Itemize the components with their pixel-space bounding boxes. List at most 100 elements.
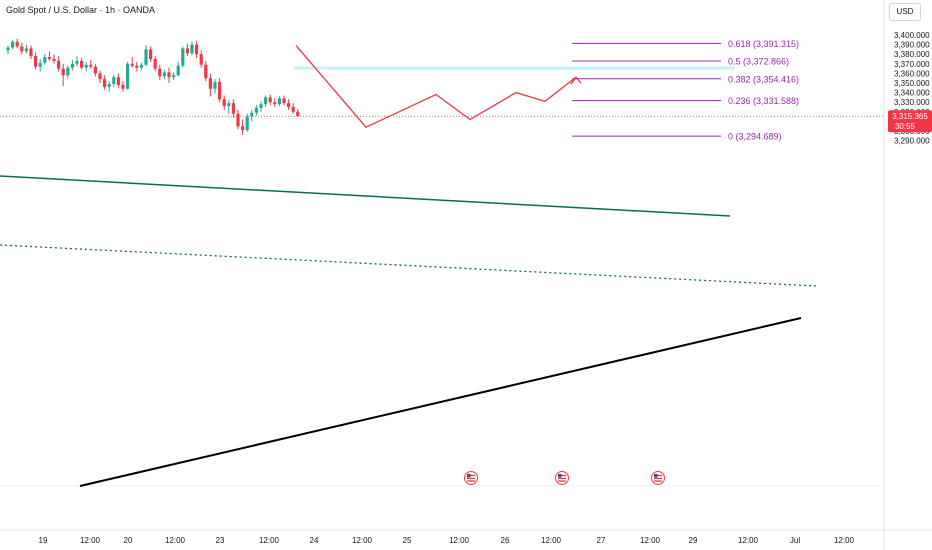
candle-body: [162, 72, 166, 77]
candle-body: [190, 44, 194, 54]
candle: [254, 105, 258, 116]
us-flag-icon[interactable]: [651, 471, 665, 485]
candle: [231, 99, 235, 118]
candle: [34, 52, 38, 70]
flag-canton: [654, 474, 658, 478]
candle-body: [287, 103, 291, 107]
time-tick-label: 29: [689, 536, 698, 545]
price-tick-label: 3,330.000: [894, 98, 930, 107]
candle: [98, 70, 102, 83]
dotted-trendline[interactable]: [0, 244, 817, 287]
candle: [282, 95, 286, 106]
candle: [135, 61, 139, 72]
price-tick-label: 3,390.000: [894, 41, 930, 50]
time-tick-label: 12:00: [80, 536, 101, 545]
candle: [93, 63, 97, 77]
time-tick-label: 25: [403, 536, 412, 545]
candle: [57, 56, 61, 72]
current-price-tag: [888, 110, 932, 133]
candle-body: [34, 56, 38, 67]
candle: [139, 62, 143, 71]
candle-body: [20, 46, 24, 52]
candle: [259, 101, 263, 112]
candle-body: [70, 63, 74, 68]
candle: [6, 45, 10, 55]
lower-trendline[interactable]: [79, 317, 802, 487]
candle: [153, 56, 157, 72]
candle: [213, 79, 217, 94]
fib-label-2: 0.382 (3,354.416): [728, 74, 799, 84]
candle: [103, 75, 107, 90]
candle-body: [116, 77, 120, 85]
candle: [264, 95, 268, 107]
candle: [130, 57, 134, 68]
time-tick-label: 12:00: [541, 536, 562, 545]
candle: [291, 103, 295, 114]
time-axis[interactable]: 19 12:00 20 12:00 23 12:00 24 12:00 25 12:00 26 12:…: [39, 536, 855, 545]
candle-body: [75, 60, 79, 64]
candle: [241, 119, 245, 135]
candle-body: [38, 62, 42, 67]
candle-body: [153, 59, 157, 69]
candle-body: [208, 78, 212, 89]
candle: [126, 61, 130, 90]
candle: [121, 81, 125, 92]
price-tick-label: 3,360.000: [894, 69, 930, 78]
candle: [29, 45, 33, 59]
candle: [70, 59, 74, 71]
candle-body: [268, 97, 272, 103]
candle: [43, 54, 47, 65]
candle: [149, 46, 153, 62]
candle-body: [139, 64, 143, 68]
candle-body: [149, 49, 153, 59]
candle-body: [130, 63, 134, 66]
candle-body: [181, 48, 185, 66]
candle: [273, 98, 277, 107]
candle-body: [172, 75, 176, 78]
candle-body: [250, 112, 254, 117]
candle: [89, 59, 93, 69]
candle-body: [185, 48, 189, 54]
time-tick-label: 27: [597, 536, 606, 545]
candle: [190, 41, 194, 56]
candle-body: [277, 98, 281, 105]
candle-body: [93, 66, 97, 74]
candle-body: [43, 57, 47, 63]
candle: [245, 113, 249, 132]
candle-body: [112, 77, 116, 84]
upper-trendline[interactable]: [0, 175, 731, 217]
candle-body: [167, 72, 171, 78]
candle-body: [213, 82, 217, 89]
us-flag-icon[interactable]: [555, 471, 569, 485]
projection-path[interactable]: [295, 45, 577, 128]
candle-body: [84, 64, 88, 68]
price-tick-label: 3,290.000: [894, 137, 930, 146]
candle: [80, 58, 84, 70]
countdown-label: 30:55: [895, 122, 916, 131]
candle-body: [254, 107, 258, 113]
price-tick-label: 3,380.000: [894, 50, 930, 59]
time-tick-label: 26: [501, 536, 510, 545]
candle: [268, 94, 272, 106]
time-tick-label: 12:00: [259, 536, 280, 545]
candle-body: [264, 97, 268, 105]
candle-body: [231, 103, 235, 114]
candle-body: [199, 54, 203, 65]
price-tick-label: 3,340.000: [894, 89, 930, 98]
candle-body: [52, 59, 56, 61]
us-flag-icon[interactable]: [464, 471, 478, 485]
candle: [47, 51, 51, 61]
candle: [199, 50, 203, 68]
time-tick-label: 12:00: [640, 536, 661, 545]
candle: [61, 63, 65, 86]
currency-button[interactable]: USD: [889, 3, 921, 21]
candle: [20, 42, 24, 55]
candle: [296, 108, 300, 117]
candle: [181, 46, 185, 68]
candle: [112, 75, 116, 87]
candle-body: [80, 60, 84, 68]
candle-body: [144, 49, 148, 65]
flag-canton: [467, 474, 471, 478]
time-tick-label: 12:00: [738, 536, 759, 545]
